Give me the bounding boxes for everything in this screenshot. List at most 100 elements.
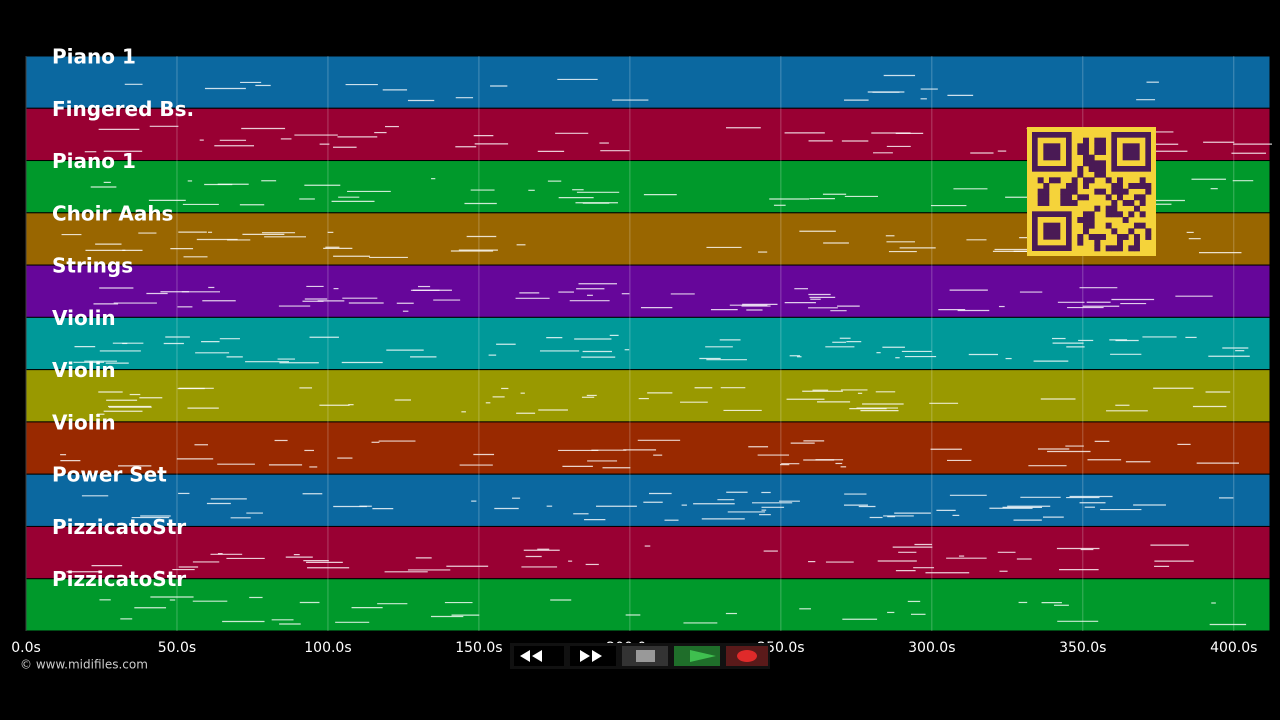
qr-module: [1077, 166, 1084, 172]
qr-module: [1122, 200, 1129, 206]
qr-module: [1139, 177, 1146, 184]
x-tick-label: 0.0s: [11, 640, 41, 656]
qr-module: [1077, 194, 1084, 201]
qr-module: [1128, 245, 1135, 252]
qr-module: [1134, 205, 1140, 212]
qr-module: [1100, 166, 1106, 172]
qr-module: [1077, 217, 1084, 223]
qr-module: [1139, 194, 1146, 201]
qr-module: [1094, 160, 1101, 167]
qr-module: [1066, 200, 1072, 206]
qr-code: [1027, 127, 1156, 256]
qr-module: [1100, 234, 1106, 240]
qr-module: [1037, 177, 1044, 184]
qr-module: [1094, 171, 1101, 178]
qr-module: [1145, 234, 1152, 240]
copyright: © www.midifiles.com: [20, 658, 148, 672]
rewind-button[interactable]: [514, 646, 564, 666]
qr-module: [1043, 188, 1050, 195]
qr-module: [1100, 137, 1106, 144]
qr-module: [1071, 177, 1078, 184]
qr-finder: [1043, 222, 1061, 240]
qr-module: [1043, 200, 1050, 206]
qr-module: [1037, 200, 1044, 206]
qr-module: [1049, 177, 1055, 184]
qr-module: [1071, 188, 1078, 195]
qr-module: [1083, 211, 1089, 218]
track-name: Violin: [52, 410, 116, 434]
track-lane: [25, 473, 1271, 527]
qr-module: [1139, 183, 1146, 189]
qr-module: [1094, 245, 1101, 252]
qr-module: [1094, 143, 1101, 150]
track-name: Violin: [52, 306, 116, 330]
qr-module: [1145, 228, 1152, 235]
icon: [580, 650, 590, 662]
qr-module: [1117, 239, 1123, 246]
qr-module: [1139, 200, 1146, 206]
qr-module: [1100, 143, 1106, 150]
qr-module: [1111, 245, 1118, 252]
qr-module: [1066, 194, 1072, 201]
qr-module: [1037, 188, 1044, 195]
icon: [520, 650, 530, 662]
qr-module: [1117, 194, 1123, 201]
qr-module: [1077, 143, 1084, 150]
qr-module: [1117, 183, 1123, 189]
qr-module: [1100, 188, 1106, 195]
qr-module: [1077, 239, 1084, 246]
qr-module: [1117, 245, 1123, 252]
qr-module: [1088, 160, 1095, 167]
qr-module: [1122, 217, 1129, 223]
icon: [737, 650, 757, 662]
qr-module: [1128, 183, 1135, 189]
qr-module: [1105, 222, 1112, 229]
qr-module: [1117, 211, 1123, 218]
qr-module: [1043, 183, 1050, 189]
notes: [60, 74, 1272, 626]
qr-module: [1094, 188, 1101, 195]
qr-module: [1077, 149, 1084, 155]
qr-module: [1111, 200, 1118, 206]
play-button[interactable]: [674, 646, 720, 666]
fast-forward-button[interactable]: [570, 646, 616, 666]
qr-module: [1111, 183, 1118, 189]
qr-module: [1088, 154, 1095, 161]
qr-module: [1111, 211, 1118, 218]
qr-module: [1134, 245, 1140, 252]
qr-module: [1134, 234, 1140, 240]
qr-module: [1139, 222, 1146, 229]
qr-module: [1128, 228, 1135, 235]
qr-module: [1117, 188, 1123, 195]
qr-module: [1100, 149, 1106, 155]
track-name: Strings: [52, 254, 133, 278]
qr-module: [1083, 160, 1089, 167]
track-lane: [25, 421, 1271, 475]
record-button[interactable]: [726, 646, 768, 666]
qr-module: [1134, 183, 1140, 189]
qr-module: [1128, 211, 1135, 218]
qr-module: [1100, 160, 1106, 167]
qr-module: [1054, 177, 1061, 184]
qr-module: [1060, 188, 1067, 195]
qr-module: [1083, 143, 1089, 150]
qr-module: [1094, 239, 1101, 246]
qr-module: [1105, 177, 1112, 184]
x-tick-label: 350.0s: [1059, 640, 1106, 656]
icon: [690, 650, 716, 662]
qr-module: [1134, 194, 1140, 201]
qr-module: [1083, 222, 1089, 229]
qr-module: [1088, 166, 1095, 172]
track-name: Choir Aahs: [52, 201, 173, 225]
qr-module: [1066, 188, 1072, 195]
qr-module: [1083, 183, 1089, 189]
qr-module: [1122, 188, 1129, 195]
qr-module: [1122, 234, 1129, 240]
qr-module: [1071, 200, 1078, 206]
qr-module: [1105, 211, 1112, 218]
stop-button[interactable]: [622, 646, 668, 666]
track-name: Fingered Bs.: [52, 97, 194, 121]
icon: [592, 650, 602, 662]
qr-module: [1088, 234, 1095, 240]
